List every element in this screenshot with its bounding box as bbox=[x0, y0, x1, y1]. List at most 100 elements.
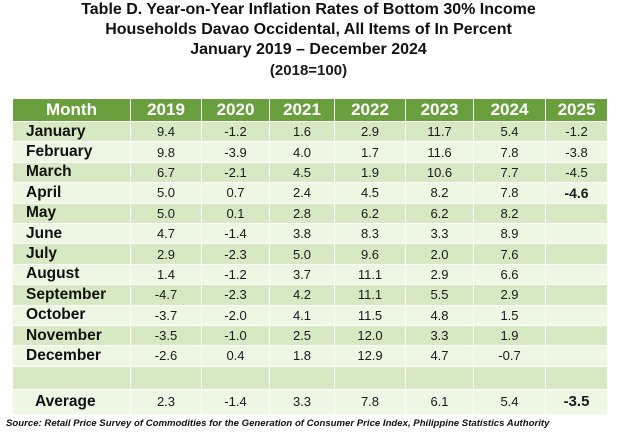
average-value-cell: -3.5 bbox=[545, 388, 608, 415]
value-cell: 9.6 bbox=[334, 243, 406, 265]
value-cell: 1.9 bbox=[334, 161, 406, 184]
value-cell: 2.4 bbox=[269, 182, 335, 204]
base-year: (2018=100) bbox=[269, 62, 348, 79]
value-cell: -3.8 bbox=[545, 141, 608, 163]
value-cell: 1.4 bbox=[130, 263, 202, 286]
value-cell: 5.4 bbox=[473, 120, 546, 143]
empty-cell bbox=[269, 365, 335, 390]
value-cell: 8.9 bbox=[473, 222, 546, 245]
value-cell: 3.3 bbox=[405, 324, 474, 347]
value-cell: 1.5 bbox=[473, 304, 546, 326]
value-cell bbox=[545, 222, 608, 245]
value-cell: 1.7 bbox=[334, 141, 406, 163]
value-cell: -1.2 bbox=[201, 263, 270, 286]
value-cell: 7.8 bbox=[473, 182, 546, 204]
value-cell: -4.7 bbox=[130, 284, 202, 306]
value-cell bbox=[545, 324, 608, 347]
value-cell: 2.9 bbox=[334, 120, 406, 143]
value-cell: 4.8 bbox=[405, 304, 474, 326]
value-cell bbox=[545, 263, 608, 286]
column-header: 2024 bbox=[473, 98, 546, 122]
value-cell: 4.0 bbox=[269, 141, 335, 163]
value-cell: 4.7 bbox=[130, 222, 202, 245]
value-cell: 0.1 bbox=[201, 202, 270, 224]
average-label: Average bbox=[12, 388, 131, 415]
empty-cell bbox=[12, 365, 131, 390]
value-cell: -1.2 bbox=[545, 120, 608, 143]
column-header: 2020 bbox=[201, 98, 270, 122]
value-cell: 12.0 bbox=[334, 324, 406, 347]
value-cell: -2.3 bbox=[201, 243, 270, 265]
value-cell: 5.0 bbox=[130, 202, 202, 224]
value-cell: 2.0 bbox=[405, 243, 474, 265]
value-cell: 6.2 bbox=[334, 202, 406, 224]
title-line-2: Households Davao Occidental, All Items o… bbox=[105, 21, 512, 38]
value-cell: 8.3 bbox=[334, 222, 406, 245]
value-cell: 6.2 bbox=[405, 202, 474, 224]
month-cell: December bbox=[12, 345, 131, 367]
column-header: 2019 bbox=[130, 98, 202, 122]
column-header: 2023 bbox=[405, 98, 474, 122]
column-header: Month bbox=[12, 98, 131, 122]
table-row: January 9.4 -1.2 1.6 2.9 11.7 5.4 -1.2 bbox=[12, 120, 608, 143]
value-cell: 8.2 bbox=[405, 182, 474, 204]
month-cell: January bbox=[12, 120, 131, 143]
value-cell: 4.5 bbox=[269, 161, 335, 184]
table-row: December -2.6 0.4 1.8 12.9 4.7 -0.7 bbox=[12, 345, 608, 367]
value-cell: 0.7 bbox=[201, 182, 270, 204]
value-cell: 4.1 bbox=[269, 304, 335, 326]
month-cell: May bbox=[12, 202, 131, 224]
value-cell: 11.5 bbox=[334, 304, 406, 326]
empty-cell bbox=[334, 365, 406, 390]
value-cell: -2.6 bbox=[130, 345, 202, 367]
month-cell: October bbox=[12, 304, 131, 326]
empty-cell bbox=[405, 365, 474, 390]
spacer-row bbox=[12, 365, 608, 390]
value-cell: -4.6 bbox=[545, 182, 608, 204]
value-cell: 1.9 bbox=[473, 324, 546, 347]
average-value-cell: 7.8 bbox=[334, 388, 406, 415]
average-value-cell: 6.1 bbox=[405, 388, 474, 415]
month-cell: March bbox=[12, 161, 131, 184]
average-value-cell: -1.4 bbox=[201, 388, 270, 415]
value-cell: 7.8 bbox=[473, 141, 546, 163]
value-cell bbox=[545, 345, 608, 367]
empty-cell bbox=[201, 365, 270, 390]
column-header: 2022 bbox=[334, 98, 406, 122]
value-cell: 11.1 bbox=[334, 284, 406, 306]
value-cell: 4.2 bbox=[269, 284, 335, 306]
value-cell: 2.5 bbox=[269, 324, 335, 347]
value-cell: -2.3 bbox=[201, 284, 270, 306]
source-note: Source: Retail Price Survey of Commoditi… bbox=[6, 418, 550, 429]
table-row: November -3.5 -1.0 2.5 12.0 3.3 1.9 bbox=[12, 324, 608, 347]
average-value-cell: 5.4 bbox=[473, 388, 546, 415]
value-cell: 10.6 bbox=[405, 161, 474, 184]
table-row: February 9.8 -3.9 4.0 1.7 11.6 7.8 -3.8 bbox=[12, 141, 608, 163]
month-cell: June bbox=[12, 222, 131, 245]
table-row: July 2.9 -2.3 5.0 9.6 2.0 7.6 bbox=[12, 243, 608, 265]
value-cell: -2.1 bbox=[201, 161, 270, 184]
empty-cell bbox=[545, 365, 608, 390]
value-cell bbox=[545, 243, 608, 265]
title-line-1: Table D. Year-on-Year Inflation Rates of… bbox=[81, 1, 536, 18]
inflation-table: Month 2019 2020 2021 2022 2023 2024 2025… bbox=[12, 98, 608, 415]
value-cell: -1.4 bbox=[201, 222, 270, 245]
average-row: Average 2.3 -1.4 3.3 7.8 6.1 5.4 -3.5 bbox=[12, 388, 608, 415]
value-cell: -2.0 bbox=[201, 304, 270, 326]
month-cell: February bbox=[12, 141, 131, 163]
value-cell: 1.6 bbox=[269, 120, 335, 143]
value-cell: -4.5 bbox=[545, 161, 608, 184]
month-cell: July bbox=[12, 243, 131, 265]
value-cell: -1.0 bbox=[201, 324, 270, 347]
table-row: June 4.7 -1.4 3.8 8.3 3.3 8.9 bbox=[12, 222, 608, 245]
value-cell bbox=[545, 284, 608, 306]
month-cell: August bbox=[12, 263, 131, 286]
value-cell: 2.8 bbox=[269, 202, 335, 224]
empty-cell bbox=[130, 365, 202, 390]
month-cell: November bbox=[12, 324, 131, 347]
value-cell: 6.6 bbox=[473, 263, 546, 286]
value-cell: 2.9 bbox=[130, 243, 202, 265]
value-cell: 11.6 bbox=[405, 141, 474, 163]
table-row: April 5.0 0.7 2.4 4.5 8.2 7.8 -4.6 bbox=[12, 182, 608, 204]
value-cell: -3.7 bbox=[130, 304, 202, 326]
